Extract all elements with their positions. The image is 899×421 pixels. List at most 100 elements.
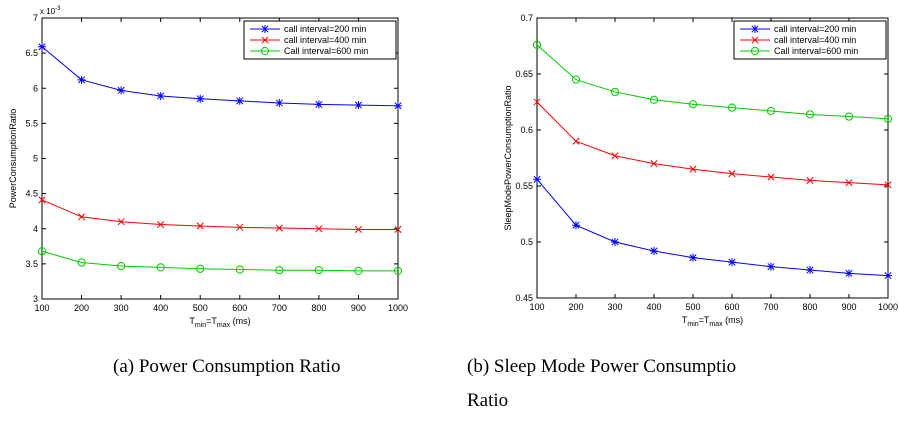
chart2-ytick-label: 0.45 bbox=[515, 293, 533, 303]
chart1-series-1-point bbox=[275, 99, 284, 108]
chart1-series-3-point bbox=[275, 266, 284, 275]
chart1-ytick-label: 3.5 bbox=[25, 259, 38, 269]
chart2-series-1-point bbox=[728, 258, 736, 267]
chart2-legend-label-3: Call interval=600 min bbox=[774, 46, 858, 56]
chart1-legend-marker-1 bbox=[261, 25, 269, 33]
chart1-xtick-label: 300 bbox=[114, 303, 129, 313]
chart2-series-2-point bbox=[806, 176, 814, 184]
chart2-legend-marker-3 bbox=[750, 46, 760, 56]
chart1-series-1-point bbox=[354, 101, 363, 110]
chart2-series-3-point bbox=[766, 106, 776, 116]
chart1-series-2-point bbox=[275, 224, 283, 232]
chart2-series-2-point bbox=[884, 181, 892, 189]
chart1-series-3-point bbox=[393, 266, 403, 275]
chart1-xtick-label: 1000 bbox=[388, 303, 408, 313]
chart2-series-2-point bbox=[728, 170, 736, 178]
chart1-series-1-point bbox=[117, 86, 126, 95]
chart2-series-1-point bbox=[884, 271, 892, 280]
chart2-series-line-2 bbox=[536, 101, 889, 186]
chart1-ytick-label: 6 bbox=[33, 83, 38, 93]
chart1-ytick-label: 3 bbox=[33, 294, 38, 304]
chart-power-consumption: 100 200 300 400 500 600 700 800 900 1000 3 3.5 4 4.5 5… bbox=[8, 6, 408, 329]
chart2-legend-label-2: call interval=400 min bbox=[774, 35, 856, 45]
chart2-xtick-label: 1000 bbox=[878, 302, 898, 312]
chart1-legend-label-2: call interval=400 min bbox=[284, 35, 366, 45]
chart1-xtick-label: 800 bbox=[311, 303, 326, 313]
chart2-series-line-1 bbox=[536, 178, 889, 277]
chart2-series-1-point bbox=[611, 238, 619, 246]
caption-b-line1: (b) Sleep Mode Power Consumptio bbox=[467, 356, 736, 377]
chart2-series-2-point bbox=[650, 160, 658, 168]
chart2-series-1-point bbox=[767, 262, 775, 271]
chart2-series-3-point bbox=[688, 100, 698, 109]
chart1-series-2-point bbox=[38, 196, 46, 204]
chart2-ylabel: SleepModePowerConsumptionRatio bbox=[503, 85, 513, 230]
chart1-series-2-point bbox=[117, 218, 125, 226]
chart2-xtick-label: 200 bbox=[568, 302, 583, 312]
chart2-ytick-label: 0.65 bbox=[515, 69, 533, 79]
chart2-series-3-point bbox=[844, 112, 854, 121]
chart2-series-2-point bbox=[845, 179, 853, 187]
chart1-series-line-1 bbox=[41, 46, 399, 107]
chart1-series-line-2 bbox=[41, 199, 398, 230]
chart1-series-3-point bbox=[196, 264, 205, 273]
chart2-series-1-point bbox=[572, 221, 580, 230]
chart1-series-3-point bbox=[235, 265, 244, 274]
chart2-xlabel: Tmin=Tmax (ms) bbox=[682, 315, 743, 328]
chart2-series-3-point bbox=[649, 95, 659, 104]
chart2-series-3-point bbox=[883, 114, 893, 123]
chart1-plot-area bbox=[41, 17, 399, 300]
chart2-xtick-label: 400 bbox=[646, 302, 661, 312]
chart1-series-3-point bbox=[314, 266, 323, 275]
chart1-ylabel: PowerConsumptionRatio bbox=[8, 109, 18, 209]
chart2-series-1-point bbox=[533, 175, 541, 184]
chart2-series-1-point bbox=[689, 253, 697, 262]
chart2-series-line-3 bbox=[536, 44, 889, 120]
chart2-series-3-point bbox=[805, 110, 815, 119]
chart1-series-2-point bbox=[196, 222, 204, 230]
chart1-series-2-point bbox=[236, 223, 244, 231]
chart1-xtick-label: 500 bbox=[193, 303, 208, 313]
chart2-xtick-label: 300 bbox=[607, 302, 622, 312]
chart2-ytick-label: 0.5 bbox=[520, 237, 533, 247]
chart1-xtick-label: 200 bbox=[74, 303, 89, 313]
chart2-xtick-label: 700 bbox=[763, 302, 778, 312]
chart2-legend-label-1: call interval=200 min bbox=[774, 24, 856, 34]
chart1-series-2-point bbox=[78, 213, 86, 221]
chart-sleep-mode-power-consumption: 100 200 300 400 500 600 700 800 900 1000 0.45 0.5 0.… bbox=[503, 13, 898, 328]
chart2-xtick-label: 500 bbox=[685, 302, 700, 312]
chart2-xtick-label: 800 bbox=[802, 302, 817, 312]
chart2-series-2-point bbox=[572, 137, 580, 145]
chart1-xtick-label: 100 bbox=[34, 303, 49, 313]
chart2-series-2-point bbox=[533, 98, 541, 106]
chart1-ytick-label: 7 bbox=[33, 13, 38, 23]
chart2-plot-area bbox=[536, 17, 889, 299]
chart2-xtick-label: 100 bbox=[529, 302, 544, 312]
chart1-series-2-point bbox=[394, 225, 402, 234]
chart1-series-line-3 bbox=[41, 250, 398, 272]
chart1-ytick-label: 4 bbox=[33, 224, 38, 234]
chart2-series-1-point bbox=[650, 246, 658, 255]
chart1-xtick-label: 400 bbox=[153, 303, 168, 313]
chart1-legend-label-3: Call interval=600 min bbox=[284, 46, 368, 56]
caption-b-line2: Ratio bbox=[467, 390, 508, 411]
chart1-series-3-point bbox=[37, 247, 47, 256]
caption-a: (a) Power Consumption Ratio bbox=[113, 356, 340, 377]
chart2-ytick-label: 0.6 bbox=[520, 125, 533, 135]
chart1-xlabel: Tmin=Tmax (ms) bbox=[189, 316, 250, 329]
chart1-ytick-label: 5 bbox=[33, 154, 38, 164]
chart1-series-1-point bbox=[156, 91, 165, 100]
chart1-ytick-label: 6.5 bbox=[25, 48, 38, 58]
chart2-series-1-point bbox=[845, 269, 853, 278]
chart2-xtick-label: 900 bbox=[841, 302, 856, 312]
chart1-legend-label-1: call interval=200 min bbox=[284, 24, 366, 34]
chart2-legend-marker-2 bbox=[751, 36, 759, 44]
chart1-series-1-point bbox=[38, 42, 46, 51]
chart2-series-2-point bbox=[767, 173, 775, 181]
chart1-xtick-label: 900 bbox=[351, 303, 366, 313]
chart1-series-3-point bbox=[156, 263, 165, 272]
chart1-series-1-point bbox=[394, 101, 402, 110]
chart2-series-3-point bbox=[610, 87, 620, 97]
chart1-series-1-point bbox=[314, 100, 323, 109]
